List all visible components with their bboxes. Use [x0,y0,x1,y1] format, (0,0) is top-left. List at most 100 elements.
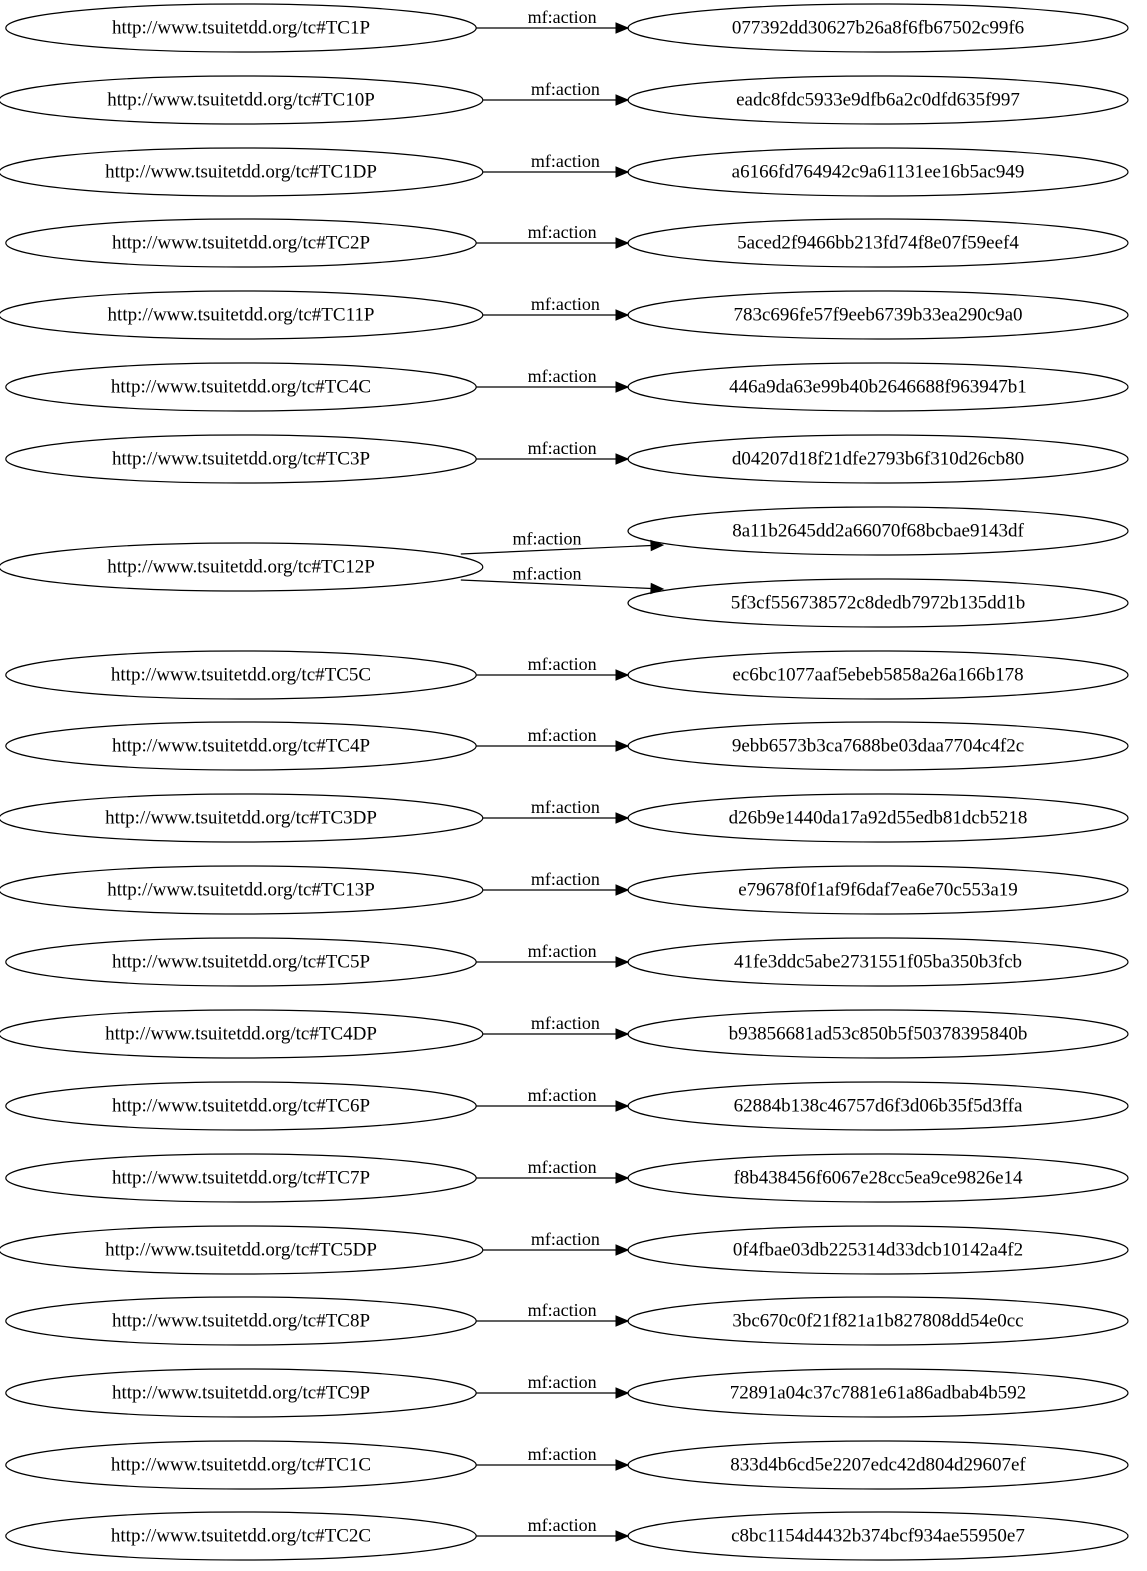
edge-arrowhead [615,94,630,106]
object-node-label: eadc8fdc5933e9dfb6a2c0dfd635f997 [736,90,1020,111]
object-node-label: 783c696fe57f9eeb6739b33ea290c9a0 [733,305,1022,326]
edge-arrowhead [615,1244,630,1256]
object-node-label: 5aced2f9466bb213fd74f8e07f59eef4 [737,233,1019,254]
edge-arrowhead [615,884,630,896]
subject-node-label: http://www.tsuitetdd.org/tc#TC2P [112,233,370,254]
edge-label: mf:action [528,1444,597,1464]
object-node [627,506,1129,556]
subject-node-label: http://www.tsuitetdd.org/tc#TC7P [112,1168,370,1189]
object-node-label: c8bc1154d4432b374bcf934ae55950e7 [731,1526,1025,1547]
subject-node [0,542,484,592]
edge-arrowhead [615,1530,630,1542]
triple-row: http://www.tsuitetdd.org/tc#TC5C ec6bc107… [5,650,1129,700]
edge-arrowhead [615,669,630,681]
object-node-label: d04207d18f21dfe2793b6f310d26cb80 [732,449,1024,470]
object-node-label: 8a11b2645dd2a66070f68bcbae9143df [732,521,1024,542]
edge-label: mf:action [531,151,600,171]
edge-label: mf:action [528,654,597,674]
edge-arrowhead [615,22,630,34]
subject-node-label: http://www.tsuitetdd.org/tc#TC3DP [105,808,377,829]
edge-label: mf:action [531,294,600,314]
object-node-label: 3bc670c0f21f821a1b827808dd54e0cc [732,1311,1023,1332]
edge-label: mf:action [513,564,582,584]
subject-node-label: http://www.tsuitetdd.org/tc#TC13P [107,880,375,901]
triple-row: http://www.tsuitetdd.org/tc#TC3P d04207d1… [5,434,1129,484]
triple-row: http://www.tsuitetdd.org/tc#TC5DP 0f4fbae… [0,1225,1129,1275]
subject-node-label: http://www.tsuitetdd.org/tc#TC8P [112,1311,370,1332]
triple-row: http://www.tsuitetdd.org/tc#TC4DP b938566… [0,1009,1129,1059]
edge-label: mf:action [528,438,597,458]
object-node-label: 0f4fbae03db225314d33dcb10142a4f2 [733,1240,1023,1261]
edge-label: mf:action [528,222,597,242]
object-node-label: a6166fd764942c9a61131ee16b5ac949 [732,162,1025,183]
edge-arrowhead [615,453,630,465]
object-node-label: 833d4b6cd5e2207edc42d804d29607ef [730,1455,1026,1476]
edge-label: mf:action [528,1515,597,1535]
triple-row: http://www.tsuitetdd.org/tc#TC3DP d26b9e1… [0,793,1129,843]
subject-node-label: http://www.tsuitetdd.org/tc#TC1P [112,18,370,39]
triple-row: http://www.tsuitetdd.org/tc#TC1P 077392dd… [5,3,1129,53]
edge-arrowhead [650,582,665,595]
subject-node-label: http://www.tsuitetdd.org/tc#TC4C [111,377,371,398]
object-node-label: f8b438456f6067e28cc5ea9ce9826e14 [733,1168,1023,1189]
triple-row: http://www.tsuitetdd.org/tc#TC9P 72891a04… [5,1368,1129,1418]
edge-arrowhead [615,1459,630,1471]
edge-label: mf:action [528,1085,597,1105]
triple-row: http://www.tsuitetdd.org/tc#TC2C c8bc1154… [5,1511,1129,1561]
edge-arrowhead [615,166,630,178]
edge-line [460,579,652,590]
edge-label: mf:action [528,1300,597,1320]
object-node-label: 446a9da63e99b40b2646688f963947b1 [729,377,1027,398]
subject-node-label: http://www.tsuitetdd.org/tc#TC4DP [105,1024,377,1045]
subject-node-label: http://www.tsuitetdd.org/tc#TC11P [108,305,375,326]
subject-node-label: http://www.tsuitetdd.org/tc#TC3P [112,449,370,470]
object-node-label: 5f3cf556738572c8dedb7972b135dd1b [731,593,1025,614]
subject-node-label: http://www.tsuitetdd.org/tc#TC9P [112,1383,370,1404]
triple-row: http://www.tsuitetdd.org/tc#TC6P 62884b13… [5,1081,1129,1131]
object-node [627,578,1129,628]
edge-arrowhead [615,1387,630,1399]
triple-row: http://www.tsuitetdd.org/tc#TC10P eadc8fd… [0,75,1129,125]
edge-arrowhead [615,381,630,393]
edge-label: mf:action [528,1372,597,1392]
triple-row: http://www.tsuitetdd.org/tc#TC1DP a6166fd… [0,147,1129,197]
edge-arrowhead [615,1315,630,1327]
edge-arrowhead [650,539,665,552]
edge-label: mf:action [531,1013,600,1033]
object-node-label: d26b9e1440da17a92d55edb81dcb5218 [729,808,1028,829]
edge-arrowhead [615,1172,630,1184]
triple-row: http://www.tsuitetdd.org/tc#TC4C 446a9da6… [5,362,1129,412]
edge-line [460,544,652,555]
edge-arrowhead [615,1028,630,1040]
triple-row: http://www.tsuitetdd.org/tc#TC8P 3bc670c0… [5,1296,1129,1346]
triple-row: http://www.tsuitetdd.org/tc#TC7P f8b43845… [5,1153,1129,1203]
edge-label: mf:action [528,7,597,27]
edge-label: mf:action [531,869,600,889]
edge-label: mf:action [531,1229,600,1249]
edge-label: mf:action [528,366,597,386]
subject-node-label: http://www.tsuitetdd.org/tc#TC5DP [105,1240,377,1261]
subject-node-label: http://www.tsuitetdd.org/tc#TC1DP [105,162,377,183]
edge-label: mf:action [528,725,597,745]
subject-node-label: http://www.tsuitetdd.org/tc#TC10P [107,90,375,111]
edge-arrowhead [615,740,630,752]
subject-node-label: http://www.tsuitetdd.org/tc#TC2C [111,1526,371,1547]
edge-label: mf:action [513,529,582,549]
object-node-label: 9ebb6573b3ca7688be03daa7704c4f2c [732,736,1024,757]
object-node-label: 077392dd30627b26a8f6fb67502c99f6 [732,18,1024,39]
triple-row: http://www.tsuitetdd.org/tc#TC5P 41fe3ddc… [5,937,1129,987]
object-node-label: ec6bc1077aaf5ebeb5858a26a166b178 [732,665,1023,686]
edge-label: mf:action [531,79,600,99]
edge-label: mf:action [528,941,597,961]
triple-row: http://www.tsuitetdd.org/tc#TC2P 5aced2f9… [5,218,1129,268]
subject-node-label: http://www.tsuitetdd.org/tc#TC5P [112,952,370,973]
triple-row: http://www.tsuitetdd.org/tc#TC11P 783c696… [0,290,1129,340]
subject-node-label: http://www.tsuitetdd.org/tc#TC1C [111,1455,371,1476]
triple-row: http://www.tsuitetdd.org/tc#TC1C 833d4b6c… [5,1440,1129,1490]
edge-arrowhead [615,309,630,321]
object-node-label: e79678f0f1af9f6daf7ea6e70c553a19 [738,880,1018,901]
edge-arrowhead [615,237,630,249]
edge-arrowhead [615,1100,630,1112]
object-node-label: 62884b138c46757d6f3d06b35f5d3ffa [734,1096,1023,1117]
